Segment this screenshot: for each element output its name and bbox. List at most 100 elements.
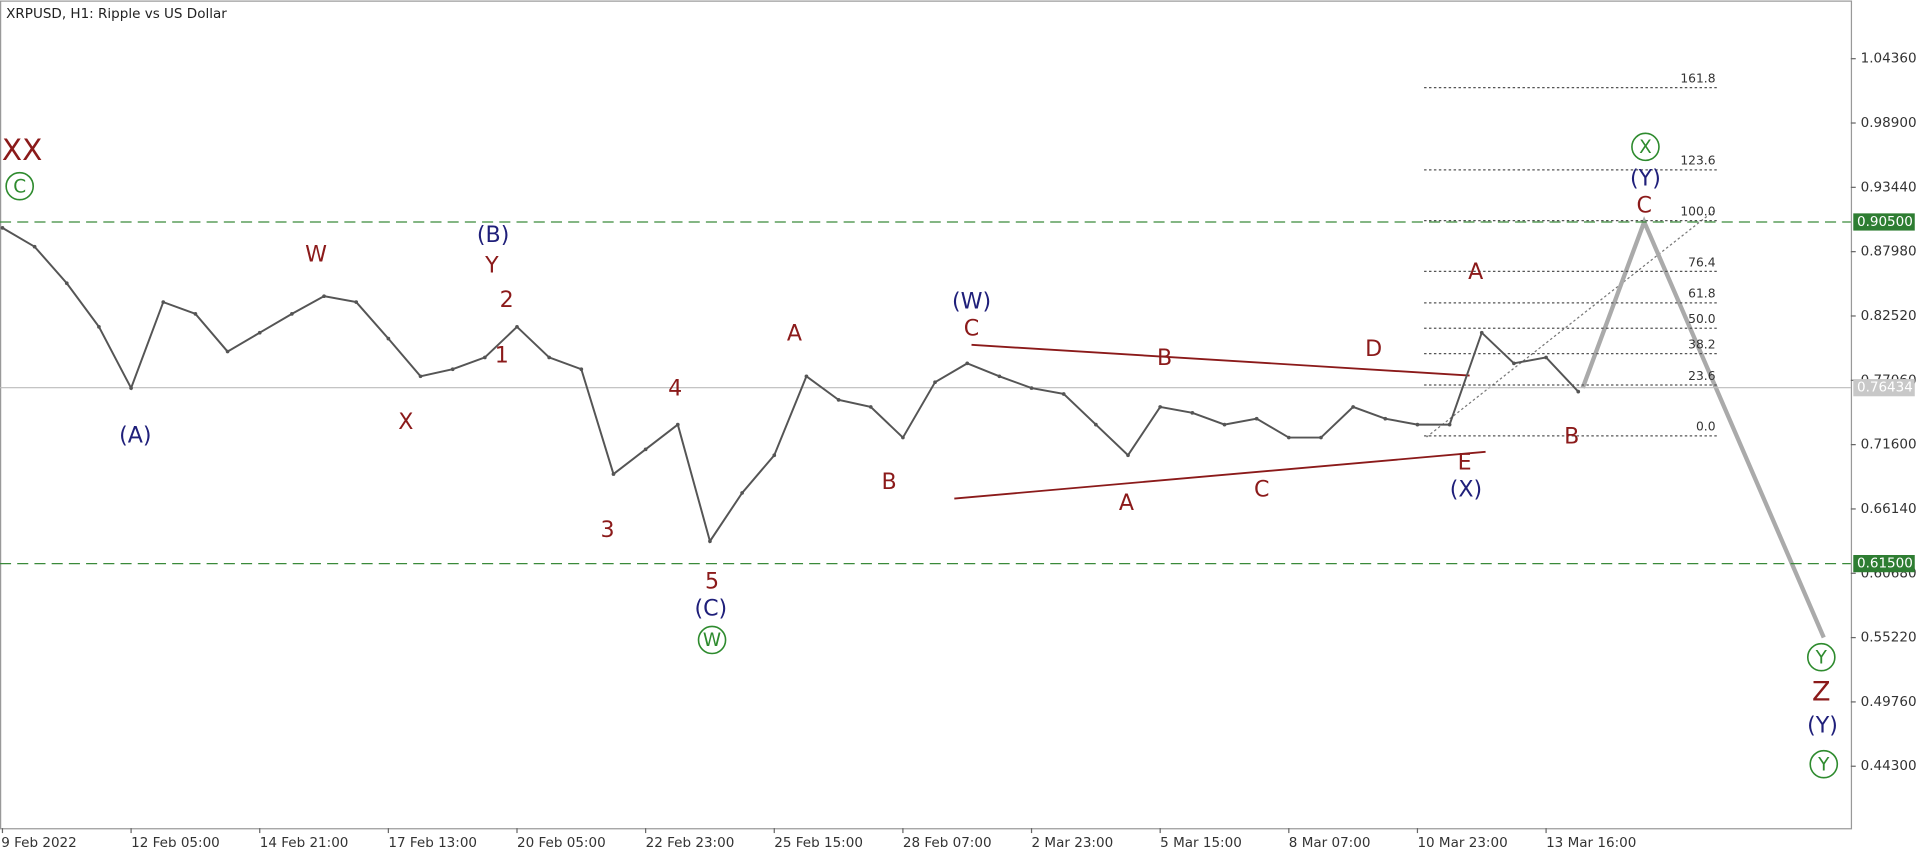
wave-label: C [1636,192,1651,218]
y-tick-label: 0.98900 [1861,115,1916,131]
price-point [1126,453,1130,458]
y-tick-label: 1.04360 [1861,51,1916,67]
price-point [322,294,326,299]
x-tick-label: 14 Feb 21:00 [260,835,349,851]
y-tick-label: 0.71600 [1861,437,1916,453]
plot-frame [0,0,1853,830]
y-tick-label: 0.93440 [1861,179,1916,195]
price-point [418,374,423,379]
x-tick-label: 17 Feb 13:00 [388,835,477,851]
price-point [129,386,133,390]
price-point [482,355,487,360]
price-point [1479,330,1484,335]
price-point [579,367,584,372]
price-point [515,324,519,329]
price-point [1383,416,1388,421]
wave-circle [697,625,727,655]
price-point [997,374,1002,379]
wave-label: XX [2,133,42,167]
x-tick-label: 2 Mar 23:00 [1032,835,1114,851]
wave-label: 2 [500,287,514,313]
price-point [0,226,5,230]
wave-label: C [964,315,979,341]
price-point [1319,435,1323,440]
wave-label: (B) [477,222,509,248]
price-point [1544,355,1548,360]
wave-label: (Y) [1630,165,1661,191]
price-point [965,361,970,366]
current-price-box [1853,379,1915,397]
price-point [1190,410,1195,415]
fib-label: 50.0 [1688,312,1715,326]
wave-label: X [398,409,413,435]
y-tick-label: 0.82520 [1861,308,1916,324]
price-point [933,380,937,385]
price-point [1576,389,1581,394]
fib-label: 61.8 [1688,287,1715,301]
wave-label: C [1254,476,1269,502]
price-point [64,281,69,286]
price-line [1,227,1579,544]
fib-label: 100.0 [1680,205,1715,219]
wave-label: A [1468,259,1483,285]
fib-label: 161.8 [1680,72,1715,86]
price-level-label: 0.90500 [1857,214,1913,230]
price-point [1512,361,1516,366]
x-tick-label: 12 Feb 05:00 [131,835,220,851]
x-tick-label: 8 Mar 07:00 [1289,835,1371,851]
wave-label: C [13,176,26,197]
wave-label: W [305,242,327,268]
price-point [1158,405,1163,409]
price-level-box [1853,555,1915,573]
price-point [1351,405,1355,409]
wave-label: W [703,630,721,651]
price-point [547,355,552,360]
wave-circle [1806,642,1836,672]
fib-label: 23.6 [1688,369,1716,383]
y-tick-label: 0.44300 [1861,758,1916,774]
price-point [675,422,680,427]
wave-circle [5,171,35,201]
price-point [836,398,841,402]
price-point [740,491,744,495]
wave-label: A [1119,490,1134,516]
wave-label: (X) [1450,476,1482,502]
fib-label: 123.6 [1680,154,1715,168]
wave-circle [1631,132,1660,162]
price-point [1254,416,1259,421]
fib-diagonal [1426,209,1716,438]
wave-circle [1809,749,1839,779]
wave-label: E [1458,449,1472,475]
price-point [1447,422,1452,427]
price-point [97,324,101,329]
x-tick-label: 5 Mar 15:00 [1160,835,1242,851]
wave-label: 5 [705,569,719,595]
price-point [708,539,712,544]
wave-label: B [1157,345,1172,371]
trendline [954,450,1486,500]
wave-label: Y [484,253,499,279]
wave-label: 4 [668,376,682,402]
x-tick-label: 22 Feb 23:00 [646,835,735,851]
price-point [225,349,230,354]
wave-label: B [1564,424,1579,450]
fib-label: 0.0 [1696,420,1716,434]
x-tick-label: 20 Feb 05:00 [517,835,606,851]
x-tick-label: 9 Feb 2022 [1,835,77,851]
price-point [772,453,777,458]
wave-label: Y [1815,647,1828,668]
wave-label: 3 [600,517,614,543]
price-point [1415,422,1420,427]
price-point [611,472,616,476]
y-tick-label: 0.66140 [1861,501,1916,517]
wave-label: B [882,469,897,495]
price-point [1286,435,1291,440]
y-tick-label: 0.55220 [1861,630,1916,646]
wave-label: Y [1817,754,1830,775]
price-level-label: 0.61500 [1857,556,1913,572]
wave-label: D [1365,336,1382,362]
wave-label: (W) [952,288,991,314]
price-point [1094,422,1098,427]
